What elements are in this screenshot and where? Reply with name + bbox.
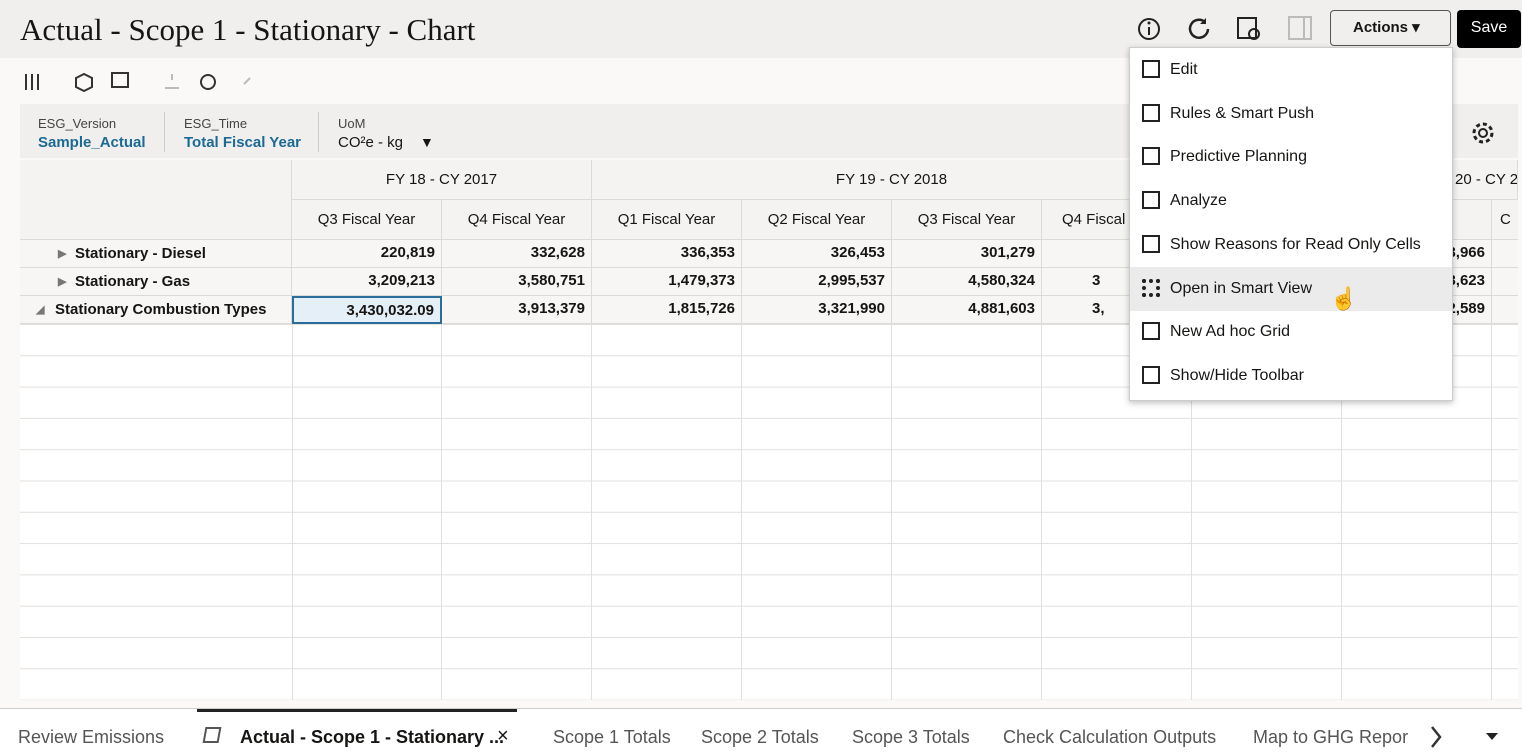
grid-column-line (741, 324, 742, 700)
menu-item[interactable]: Edit (1170, 61, 1198, 78)
actions-menu: Edit Rules & Smart Push Predictive Plannin… (1129, 47, 1453, 401)
toolbar (25, 72, 251, 93)
data-cell[interactable]: 332,628 (442, 240, 592, 268)
grid-column-line (1191, 324, 1192, 700)
column-header: C (1492, 200, 1518, 240)
menu-icon (1142, 278, 1160, 297)
row-label: Stationary Combustion Types (55, 301, 267, 318)
expand-icon: ▶ (58, 248, 67, 260)
menu-icon (1142, 234, 1160, 253)
tab-bar: Review Emissions Actual - Scope 1 - Stati… (0, 708, 1522, 752)
settings-icon[interactable] (1470, 120, 1498, 148)
active-tab-indicator (197, 709, 517, 712)
data-cell[interactable]: 4,580,324 (892, 268, 1042, 296)
cursor: ☝ (1330, 286, 1358, 311)
tab[interactable]: Map to GHG Repor (1253, 727, 1409, 747)
row-header[interactable]: ◢ Stationary Combustion Types (20, 296, 292, 324)
pov-value[interactable]: Total Fiscal Year (184, 134, 302, 151)
data-cell[interactable]: 3,580,751 (442, 268, 592, 296)
column-header: Q4 Fiscal Year (442, 200, 592, 240)
pov-label: ESG_Version (38, 116, 117, 131)
row-label: Stationary - Gas (75, 273, 191, 290)
corner-cell (20, 160, 292, 240)
pov-value[interactable]: CO²e - kg (338, 134, 404, 151)
column-header: Q1 Fiscal Year (592, 200, 742, 240)
column-header: Q2 Fiscal Year (742, 200, 892, 240)
column-header: Q3 Fiscal Year (892, 200, 1042, 240)
pov-divider (164, 112, 165, 152)
menu-item[interactable]: Show Reasons for Read Only Cells (1170, 235, 1421, 253)
row-label: Stationary - Diesel (75, 245, 206, 262)
tab[interactable]: Scope 2 Totals (701, 727, 819, 747)
tab-nav[interactable] (1428, 725, 1518, 749)
menu-icon (1142, 191, 1160, 210)
expand-icon: ▶ (58, 276, 67, 288)
data-cell[interactable]: 301,279 (892, 240, 1042, 268)
actions-label: Actions (1353, 19, 1409, 36)
data-cell (1492, 296, 1518, 324)
menu-item[interactable]: New Ad hoc Grid (1170, 323, 1291, 341)
data-cell[interactable]: 4,881,603 (892, 296, 1042, 324)
pov-value[interactable]: Sample_Actual (38, 134, 146, 151)
grid-column-line (1491, 324, 1492, 700)
menu-icon (1142, 103, 1160, 122)
header: Actual - Scope 1 - Stationary - Chart Ac… (0, 0, 1522, 58)
save-button[interactable]: Save (1457, 10, 1521, 48)
tab-icon (202, 727, 222, 743)
grid-column-line (292, 324, 293, 700)
grid-column-line (1341, 324, 1342, 700)
tab[interactable]: Scope 1 Totals (553, 727, 671, 747)
panel-icon (1288, 16, 1312, 40)
menu-icon (1142, 322, 1160, 341)
grid-column-line (441, 324, 442, 700)
tab[interactable]: Review Emissions (18, 727, 165, 747)
pov-divider (318, 112, 319, 152)
row-header[interactable]: ▶ Stationary - Diesel (20, 240, 292, 268)
menu-icon (1142, 147, 1160, 166)
data-cell[interactable]: 2,995,537 (742, 268, 892, 296)
data-cell (1492, 268, 1518, 296)
actions-button[interactable]: Actions ▾ (1330, 10, 1451, 46)
page-title: Actual - Scope 1 - Stationary - Chart (20, 12, 476, 47)
column-header: Q3 Fiscal Year (292, 200, 442, 240)
row-header[interactable]: ▶ Stationary - Gas (20, 268, 292, 296)
tab[interactable]: Actual - Scope 1 - Stationary ... (240, 727, 505, 747)
data-cell[interactable]: 3,430,032.09 (292, 296, 442, 324)
menu-item[interactable]: Show/Hide Toolbar (1170, 366, 1305, 384)
menu-item[interactable]: Predictive Planning (1170, 148, 1307, 166)
pov-label: ESG_Time (184, 116, 248, 131)
grid-column-line (591, 324, 592, 700)
column-group-header: FY 18 - CY 2017 (292, 160, 592, 200)
data-cell[interactable]: 326,453 (742, 240, 892, 268)
menu-item[interactable]: Open in Smart View (1130, 266, 1452, 311)
tab[interactable]: Scope 3 Totals (852, 727, 970, 747)
header-icons (1138, 17, 1260, 40)
dropdown-arrow[interactable]: ▼ (420, 134, 434, 150)
expand-icon: ◢ (36, 304, 45, 316)
close-tab[interactable]: × (497, 725, 509, 747)
grid-column-line (1041, 324, 1042, 700)
data-cell[interactable]: 1,815,726 (592, 296, 742, 324)
data-cell[interactable]: 3,321,990 (742, 296, 892, 324)
tab[interactable]: Check Calculation Outputs (1003, 727, 1217, 747)
data-cell (1492, 240, 1518, 268)
data-cell[interactable]: 220,819 (292, 240, 442, 268)
column-group-header: FY 19 - CY 2018 (592, 160, 1192, 200)
menu-icon (1142, 365, 1160, 384)
menu-item[interactable]: Analyze (1170, 192, 1227, 210)
data-cell[interactable]: 3,209,213 (292, 268, 442, 296)
data-cell[interactable]: 336,353 (592, 240, 742, 268)
grid-column-line (891, 324, 892, 700)
menu-item[interactable]: Rules & Smart Push (1170, 104, 1315, 122)
menu-icon (1142, 60, 1160, 78)
data-cell[interactable]: 1,479,373 (592, 268, 742, 296)
pov-label: UoM (338, 116, 366, 131)
data-cell[interactable]: 3,913,379 (442, 296, 592, 324)
